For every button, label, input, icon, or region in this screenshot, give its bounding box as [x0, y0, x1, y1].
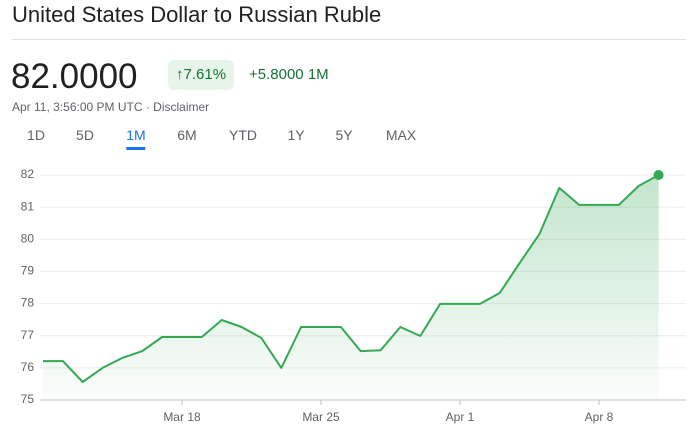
change-badge: ↑7.61% [168, 60, 235, 90]
y-tick-label: 77 [21, 328, 35, 342]
y-tick-label: 82 [21, 167, 35, 181]
range-tab[interactable]: 5Y [335, 127, 353, 143]
x-tick-label: Mar 25 [302, 410, 340, 424]
price: 82.0000 [11, 57, 138, 96]
change: +5.8000 1M [249, 66, 329, 83]
y-tick-label: 75 [21, 392, 35, 406]
range-tab[interactable]: 1Y [287, 127, 305, 143]
y-tick-label: 80 [21, 231, 35, 245]
title: United States Dollar to Russian Ruble [12, 2, 382, 27]
y-tick-label: 79 [21, 264, 35, 278]
y-tick-label: 76 [21, 360, 35, 374]
x-tick-label: Apr 1 [446, 410, 475, 424]
range-tab[interactable]: 6M [177, 127, 197, 143]
x-tick-label: Apr 8 [585, 410, 614, 424]
y-tick-label: 78 [21, 296, 35, 310]
disclaimer[interactable]: Disclaimer [153, 100, 210, 114]
range-tab[interactable]: 5D [76, 127, 94, 143]
range-tab[interactable]: 1M [126, 127, 146, 150]
x-tick-label: Mar 18 [163, 410, 201, 424]
timestamp: Apr 11, 3:56:00 PM UTC [12, 100, 143, 114]
area [43, 175, 659, 400]
change-value: +5.8000 [249, 66, 304, 83]
period: 1M [307, 66, 329, 83]
range-tab[interactable]: YTD [229, 127, 257, 143]
change-pct: 7.61% [183, 66, 227, 83]
range-tab[interactable]: 1D [27, 127, 45, 143]
timestamp-row: Apr 11, 3:56:00 PM UTC · Disclaimer [12, 100, 210, 114]
separator [12, 39, 686, 40]
line [43, 174, 660, 383]
last-point [653, 170, 664, 180]
range-tab[interactable]: MAX [385, 127, 417, 143]
y-tick-label: 81 [21, 199, 35, 213]
